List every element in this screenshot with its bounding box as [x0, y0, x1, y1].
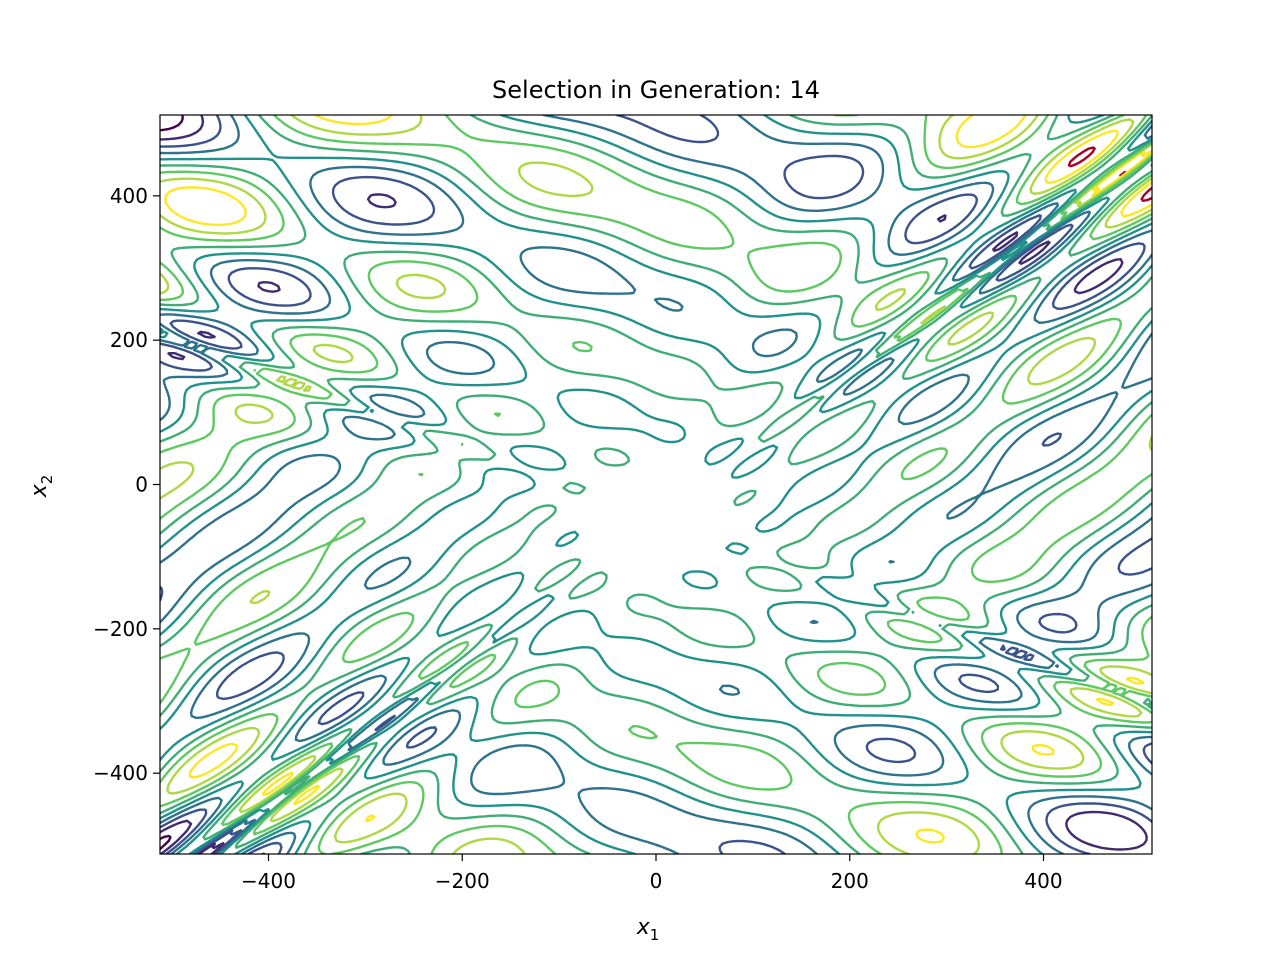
y-tick-label: −200	[93, 617, 148, 641]
y-tick-label: −400	[93, 761, 148, 785]
x-axis: −400 −200 0 200 400	[241, 854, 1063, 893]
y-axis: −400 −200 0 200 400	[93, 184, 160, 785]
x-tick-label: 400	[1024, 869, 1062, 893]
contour-level-line	[160, 115, 184, 851]
contour-level-line	[160, 115, 1152, 854]
chart-title: Selection in Generation: 14	[492, 76, 820, 104]
contour-lines	[160, 115, 1152, 854]
y-tick-label: 200	[110, 328, 148, 352]
x-tick-label: 200	[831, 869, 869, 893]
contour-level-line	[160, 115, 1152, 854]
contour-level-line	[160, 115, 1148, 854]
contour-level-line	[164, 115, 1152, 844]
y-axis-label: x2	[27, 475, 56, 499]
x-tick-label: −400	[241, 869, 296, 893]
contour-level-line	[160, 115, 1152, 854]
x-tick-label: 0	[650, 869, 663, 893]
y-tick-label: 400	[110, 184, 148, 208]
y-tick-label: 0	[135, 473, 148, 497]
contour-level-line	[160, 115, 1152, 854]
contour-level-line	[1067, 146, 1152, 202]
x-axis-label: x1	[636, 915, 660, 944]
x-tick-label: −200	[435, 869, 490, 893]
